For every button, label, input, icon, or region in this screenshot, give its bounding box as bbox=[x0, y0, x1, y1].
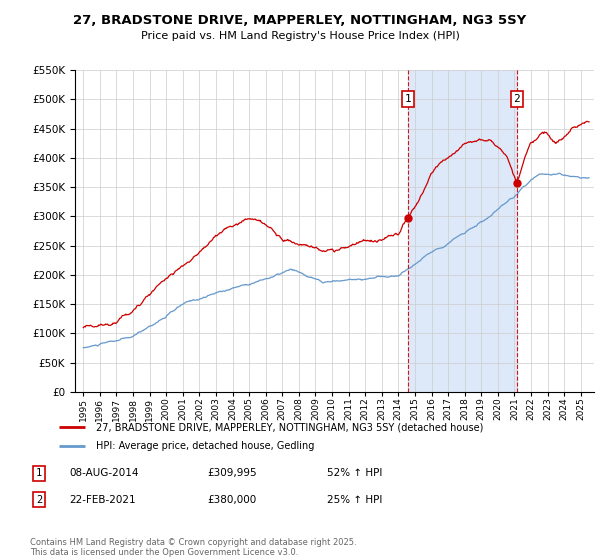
Text: 52% ↑ HPI: 52% ↑ HPI bbox=[327, 468, 382, 478]
Text: 1: 1 bbox=[36, 468, 42, 478]
Text: Contains HM Land Registry data © Crown copyright and database right 2025.
This d: Contains HM Land Registry data © Crown c… bbox=[30, 538, 356, 557]
Text: 2: 2 bbox=[36, 494, 42, 505]
Text: £380,000: £380,000 bbox=[207, 494, 256, 505]
Text: 22-FEB-2021: 22-FEB-2021 bbox=[69, 494, 136, 505]
Text: 08-AUG-2014: 08-AUG-2014 bbox=[69, 468, 139, 478]
Text: Price paid vs. HM Land Registry's House Price Index (HPI): Price paid vs. HM Land Registry's House … bbox=[140, 31, 460, 41]
Text: 1: 1 bbox=[405, 94, 412, 104]
Bar bbox=[408, 70, 517, 392]
Text: £309,995: £309,995 bbox=[207, 468, 257, 478]
Text: 2: 2 bbox=[514, 94, 520, 104]
Text: HPI: Average price, detached house, Gedling: HPI: Average price, detached house, Gedl… bbox=[95, 441, 314, 451]
Text: 27, BRADSTONE DRIVE, MAPPERLEY, NOTTINGHAM, NG3 5SY (detached house): 27, BRADSTONE DRIVE, MAPPERLEY, NOTTINGH… bbox=[95, 422, 483, 432]
Text: 27, BRADSTONE DRIVE, MAPPERLEY, NOTTINGHAM, NG3 5SY: 27, BRADSTONE DRIVE, MAPPERLEY, NOTTINGH… bbox=[73, 14, 527, 27]
Text: 25% ↑ HPI: 25% ↑ HPI bbox=[327, 494, 382, 505]
